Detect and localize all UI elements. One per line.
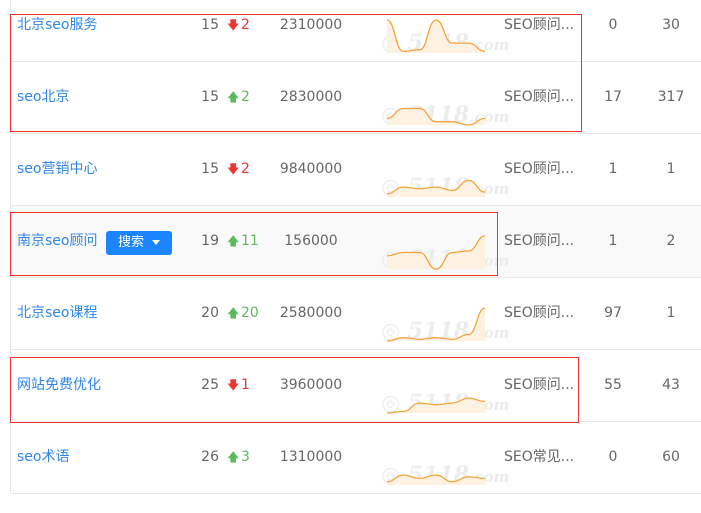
keyword-link[interactable]: seo北京 [17, 89, 70, 105]
keyword-link[interactable]: 北京seo课程 [17, 305, 98, 321]
rank: 15 [201, 161, 219, 177]
keyword-link[interactable]: seo术语 [17, 449, 70, 465]
rank: 20 [201, 305, 219, 321]
sparkline-line [386, 235, 486, 270]
table-row: 南京seo顾问 搜索 19 🡅 11 156000 ◎ 5118.com SEO… [11, 206, 701, 278]
arrow-up-icon: 🡅 [227, 450, 240, 464]
page-title[interactable]: SEO常见... [504, 449, 575, 465]
count-2: 1 [666, 161, 676, 177]
sparkline-line [386, 307, 486, 342]
index-value: 2310000 [279, 17, 343, 33]
arrow-down-icon: 🡇 [227, 18, 240, 32]
page-title[interactable]: SEO顾问... [504, 377, 575, 393]
index-value: 2580000 [279, 305, 343, 321]
count-2: 60 [662, 449, 680, 465]
count-1: 1 [608, 233, 618, 249]
page-title[interactable]: SEO顾问... [504, 305, 575, 321]
trend-sparkline: ◎ 5118.com [363, 350, 509, 421]
count-1: 0 [608, 449, 618, 465]
sparkline-line [386, 397, 486, 414]
index-value: 2830000 [279, 89, 343, 105]
table-row: 北京seo课程 20 🡅 20 2580000 ◎ 5118.com SEO顾问… [11, 278, 701, 350]
arrow-up-icon: 🡅 [227, 90, 240, 104]
arrow-down-icon: 🡇 [227, 162, 240, 176]
sparkline-line [386, 474, 486, 483]
sparkline-area [387, 236, 485, 269]
count-2: 43 [662, 377, 680, 393]
keyword-link[interactable]: 网站免费优化 [17, 377, 101, 393]
rank: 26 [201, 449, 219, 465]
index-value: 9840000 [279, 161, 343, 177]
arrow-up-icon: 🡅 [227, 306, 240, 320]
count-2: 2 [666, 233, 676, 249]
table-row: seo北京 15 🡅 2 2830000 ◎ 5118.com SEO顾问...… [11, 62, 701, 134]
table-row: 北京seo服务 15 🡇 2 2310000 ◎ 5118.com SEO顾问.… [11, 0, 701, 62]
rank-change: 20 [241, 305, 259, 321]
index-value: 156000 [284, 233, 338, 249]
trend-sparkline: ◎ 5118.com [363, 134, 509, 205]
index-value: 3960000 [279, 377, 343, 393]
page-title[interactable]: SEO顾问... [504, 161, 575, 177]
search-button-label: 搜索 [118, 235, 145, 250]
trend-sparkline: ◎ 5118.com [363, 0, 509, 61]
count-1: 0 [608, 17, 618, 33]
rank-change: 2 [241, 89, 250, 105]
sparkline-area [387, 308, 485, 341]
count-1: 55 [604, 377, 622, 393]
count-1: 97 [604, 305, 622, 321]
rank: 15 [201, 17, 219, 33]
keyword-table: 北京seo服务 15 🡇 2 2310000 ◎ 5118.com SEO顾问.… [10, 0, 701, 494]
trend-sparkline: ◎ 5118.com [363, 206, 509, 277]
table-row: seo术语 26 🡅 3 1310000 ◎ 5118.com SEO常见...… [11, 422, 701, 494]
arrow-up-icon: 🡅 [227, 234, 240, 248]
rank-change: 1 [241, 377, 250, 393]
trend-sparkline: ◎ 5118.com [363, 422, 509, 493]
table-row: 网站免费优化 25 🡇 1 3960000 ◎ 5118.com SEO顾问..… [11, 350, 701, 422]
count-2: 30 [662, 17, 680, 33]
sparkline-area [387, 180, 485, 197]
rank: 19 [201, 233, 219, 249]
count-1: 1 [608, 161, 618, 177]
sparkline-area [387, 108, 485, 125]
rank-change: 3 [241, 449, 250, 465]
caret-down-icon [152, 240, 161, 245]
table-row: seo营销中心 15 🡇 2 9840000 ◎ 5118.com SEO顾问.… [11, 134, 701, 206]
sparkline-line [386, 19, 486, 53]
index-value: 1310000 [279, 449, 343, 465]
rank-change: 2 [241, 17, 250, 33]
count-1: 17 [604, 89, 622, 105]
rank-change: 2 [241, 161, 250, 177]
search-dropdown-button[interactable]: 搜索 [106, 231, 173, 255]
sparkline-line [386, 179, 486, 195]
sparkline-area [387, 475, 485, 485]
page-title[interactable]: SEO顾问... [504, 89, 575, 105]
rank: 25 [201, 377, 219, 393]
keyword-link[interactable]: 南京seo顾问 [17, 233, 98, 249]
rank: 15 [201, 89, 219, 105]
trend-sparkline: ◎ 5118.com [363, 278, 509, 349]
arrow-down-icon: 🡇 [227, 378, 240, 392]
page-title[interactable]: SEO顾问... [504, 233, 575, 249]
page-title[interactable]: SEO顾问... [504, 17, 575, 33]
sparkline-line [386, 107, 486, 126]
keyword-link[interactable]: 北京seo服务 [17, 17, 98, 33]
sparkline-area [387, 20, 485, 53]
trend-sparkline: ◎ 5118.com [363, 62, 509, 133]
keyword-link[interactable]: seo营销中心 [17, 161, 98, 177]
rank-change: 11 [241, 233, 259, 249]
count-2: 317 [657, 89, 685, 105]
sparkline-area [387, 398, 485, 413]
count-2: 1 [666, 305, 676, 321]
